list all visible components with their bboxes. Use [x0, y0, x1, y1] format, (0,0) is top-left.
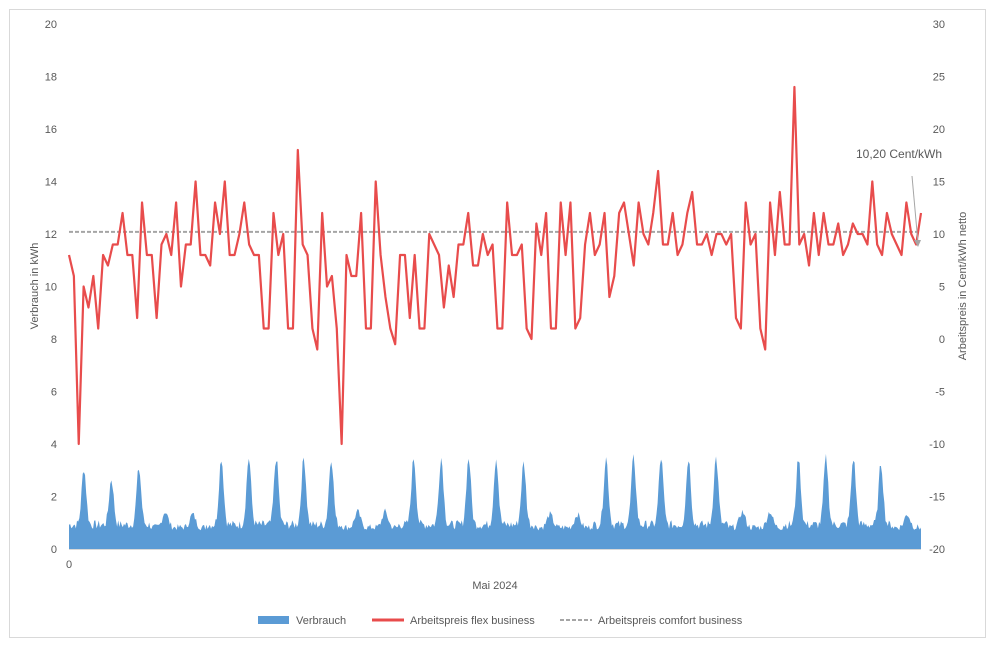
left-y-tick-label: 0 — [51, 544, 57, 556]
left-y-tick-label: 18 — [45, 72, 57, 84]
right-axis-title: Arbeitspreis in Cent/kWh netto — [957, 212, 969, 361]
left-y-tick-label: 16 — [45, 124, 57, 136]
flex-price-series — [67, 85, 923, 446]
right-y-tick-label: 10 — [933, 229, 945, 241]
left-y-tick-label: 2 — [51, 492, 57, 504]
right-y-tick-label: 20 — [933, 124, 945, 136]
right-y-tick-label: 30 — [933, 19, 945, 31]
flex-price-line — [67, 85, 923, 446]
x-axis-title: Mai 2024 — [472, 580, 517, 592]
left-y-tick-label: 4 — [51, 439, 57, 451]
annotation-label: 10,20 Cent/kWh — [856, 147, 942, 161]
legend-label-flex: Arbeitspreis flex business — [410, 615, 535, 627]
right-y-tick-label: 25 — [933, 72, 945, 84]
usage-area — [69, 453, 921, 549]
right-y-tick-label: -20 — [929, 544, 945, 556]
x-tick-label: 0 — [66, 559, 72, 571]
legend-label-comfort: Arbeitspreis comfort business — [598, 615, 743, 627]
left-y-tick-label: 20 — [45, 19, 57, 31]
left-y-tick-label: 6 — [51, 387, 57, 399]
annotation-arrowhead — [914, 240, 921, 247]
right-y-tick-label: 0 — [939, 334, 945, 346]
legend: Verbrauch Arbeitspreis flex business Arb… — [258, 615, 743, 627]
left-y-tick-label: 14 — [45, 177, 57, 189]
usage-area-series — [69, 453, 921, 549]
right-y-tick-label: -15 — [929, 492, 945, 504]
left-axis-ticks: 0 2 4 6 8 10 12 14 16 18 20 — [45, 19, 57, 556]
annotation-leader-line — [911, 175, 919, 244]
left-y-tick-label: 10 — [45, 282, 57, 294]
right-y-tick-label: 15 — [933, 177, 945, 189]
legend-label-verbrauch: Verbrauch — [296, 615, 346, 627]
left-axis-title: Verbrauch in kWh — [29, 243, 41, 330]
left-y-tick-label: 12 — [45, 229, 57, 241]
right-y-tick-label: -10 — [929, 439, 945, 451]
chart-frame — [9, 9, 986, 638]
legend-swatch-verbrauch — [258, 616, 289, 624]
right-y-tick-label: -5 — [935, 387, 945, 399]
left-y-tick-label: 8 — [51, 334, 57, 346]
right-y-tick-label: 5 — [939, 282, 945, 294]
right-axis-ticks: -20 -15 -10 -5 0 5 10 15 20 25 30 — [929, 19, 945, 556]
